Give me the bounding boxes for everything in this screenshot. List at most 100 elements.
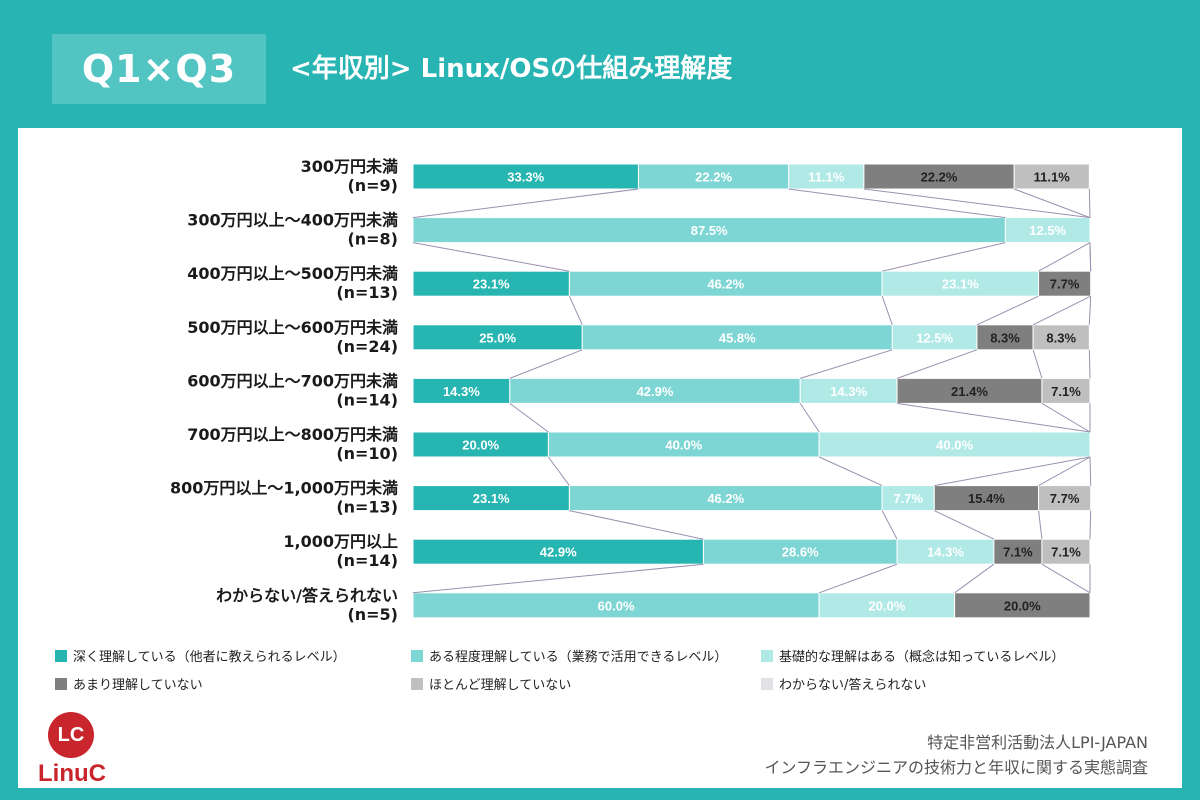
data-label: 12.5% (1029, 223, 1066, 238)
legend-swatch (55, 677, 67, 690)
connector-line (799, 403, 820, 433)
connector-line (1041, 402, 1091, 433)
category-label: (n=9) (347, 176, 398, 195)
connector-line (896, 402, 1091, 433)
data-label: 14.3% (443, 384, 480, 399)
data-label: 15.4% (968, 491, 1005, 506)
bar-segment (547, 431, 820, 458)
connector-line (1088, 188, 1091, 218)
connector-line (568, 295, 583, 326)
connector-line (1089, 242, 1092, 272)
bar-segment (1004, 217, 1091, 244)
connector-line (1032, 349, 1043, 379)
bar-segment (568, 485, 883, 512)
connector-line (934, 456, 1091, 487)
data-label: 7.1% (1051, 545, 1081, 560)
connector-line (1038, 510, 1043, 540)
bar-segment (818, 431, 1091, 458)
data-label: 12.5% (916, 330, 953, 345)
connector-line (509, 402, 549, 433)
connector-line (1089, 510, 1092, 540)
category-label: 500万円以上～600万円未満 (187, 318, 398, 337)
data-label: 8.3% (1046, 330, 1076, 345)
legend-item: ある程度理解している（業務で活用できるレベル） (411, 646, 727, 665)
data-label: 23.1% (473, 491, 510, 506)
connector-line (934, 510, 995, 540)
data-label: 22.2% (921, 170, 958, 185)
question-badge: Q1×Q3 (52, 34, 266, 104)
data-label: 14.3% (830, 384, 867, 399)
connector-line (1041, 563, 1091, 594)
logo-badge: LC (48, 712, 94, 758)
bar-segment (1041, 538, 1091, 565)
data-label: 42.9% (637, 384, 674, 399)
data-label: 46.2% (707, 491, 744, 506)
data-label: 7.1% (1051, 384, 1081, 399)
data-label: 7.7% (1050, 491, 1080, 506)
organization-credit: 特定非営利活動法人LPI-JAPAN (927, 733, 1148, 752)
legend-item: ほとんど理解していない (411, 674, 571, 693)
connector-line (412, 242, 570, 272)
data-label: 23.1% (942, 277, 979, 292)
category-label: (n=5) (347, 605, 398, 624)
category-label: 700万円以上～800万円未満 (187, 425, 398, 444)
bar-segment (881, 270, 1040, 297)
bar-segment (412, 592, 820, 619)
connector-line (412, 563, 704, 594)
data-label: 60.0% (598, 598, 635, 613)
category-label: 300万円以上～400万円未満 (187, 211, 398, 230)
legend-label: ある程度理解している（業務で活用できるレベル） (429, 650, 728, 665)
connector-line (863, 188, 1091, 219)
bar-segment (891, 324, 978, 351)
data-label: 22.2% (695, 170, 732, 185)
category-label: (n=13) (336, 498, 398, 517)
legend-swatch (411, 649, 423, 662)
legend-swatch (55, 649, 67, 662)
category-label: (n=14) (336, 390, 398, 409)
data-label: 20.0% (868, 598, 905, 613)
connector-line (1038, 242, 1091, 272)
legend-label: 深く理解している（他者に教えられるレベル） (73, 650, 346, 665)
connector-line (954, 563, 995, 594)
connector-line (788, 188, 1006, 219)
bar-segment (1038, 270, 1092, 297)
connector-line (412, 188, 639, 219)
category-label: (n=24) (336, 337, 398, 356)
bar-segment (509, 377, 801, 404)
connector-line (882, 242, 1006, 272)
connector-line (1089, 456, 1092, 486)
category-label: 800万円以上～1,000万円未満 (170, 479, 398, 498)
data-label: 11.1% (1034, 170, 1071, 185)
legend-swatch (411, 677, 423, 690)
data-label: 45.8% (719, 330, 756, 345)
bar-segment (954, 592, 1091, 619)
connector-line (976, 295, 1039, 326)
category-label: (n=8) (347, 230, 398, 249)
category-label: 600万円以上～700万円未満 (187, 371, 398, 390)
survey-credit: インフラエンジニアの技術力と年収に関する実態調査 (764, 758, 1148, 777)
bar-segment (412, 538, 704, 565)
connector-line (1032, 295, 1091, 326)
category-label: (n=10) (336, 444, 398, 463)
category-label: 1,000万円以上 (283, 532, 398, 551)
data-label: 7.7% (1050, 277, 1080, 292)
bar-segment (412, 324, 583, 351)
data-label: 25.0% (479, 330, 516, 345)
bar-segment (896, 538, 995, 565)
connector-line (547, 456, 570, 486)
data-label: 23.1% (473, 277, 510, 292)
legend-item: あまり理解していない (55, 674, 203, 693)
data-label: 7.1% (1003, 545, 1033, 560)
linuc-logo: LC LinuC (38, 712, 118, 788)
legend-item: 基礎的な理解はある（概念は知っているレベル） (761, 646, 1064, 665)
data-label: 21.4% (951, 384, 988, 399)
data-label: 28.6% (782, 545, 819, 560)
connector-line (1088, 296, 1092, 325)
legend-label: ほとんど理解していない (429, 678, 572, 693)
bar-segment (818, 592, 956, 619)
bar-segment (788, 163, 865, 190)
bar-segment (1041, 377, 1091, 404)
connector-line (819, 563, 898, 594)
legend-item: わからない/答えられない (761, 674, 926, 693)
